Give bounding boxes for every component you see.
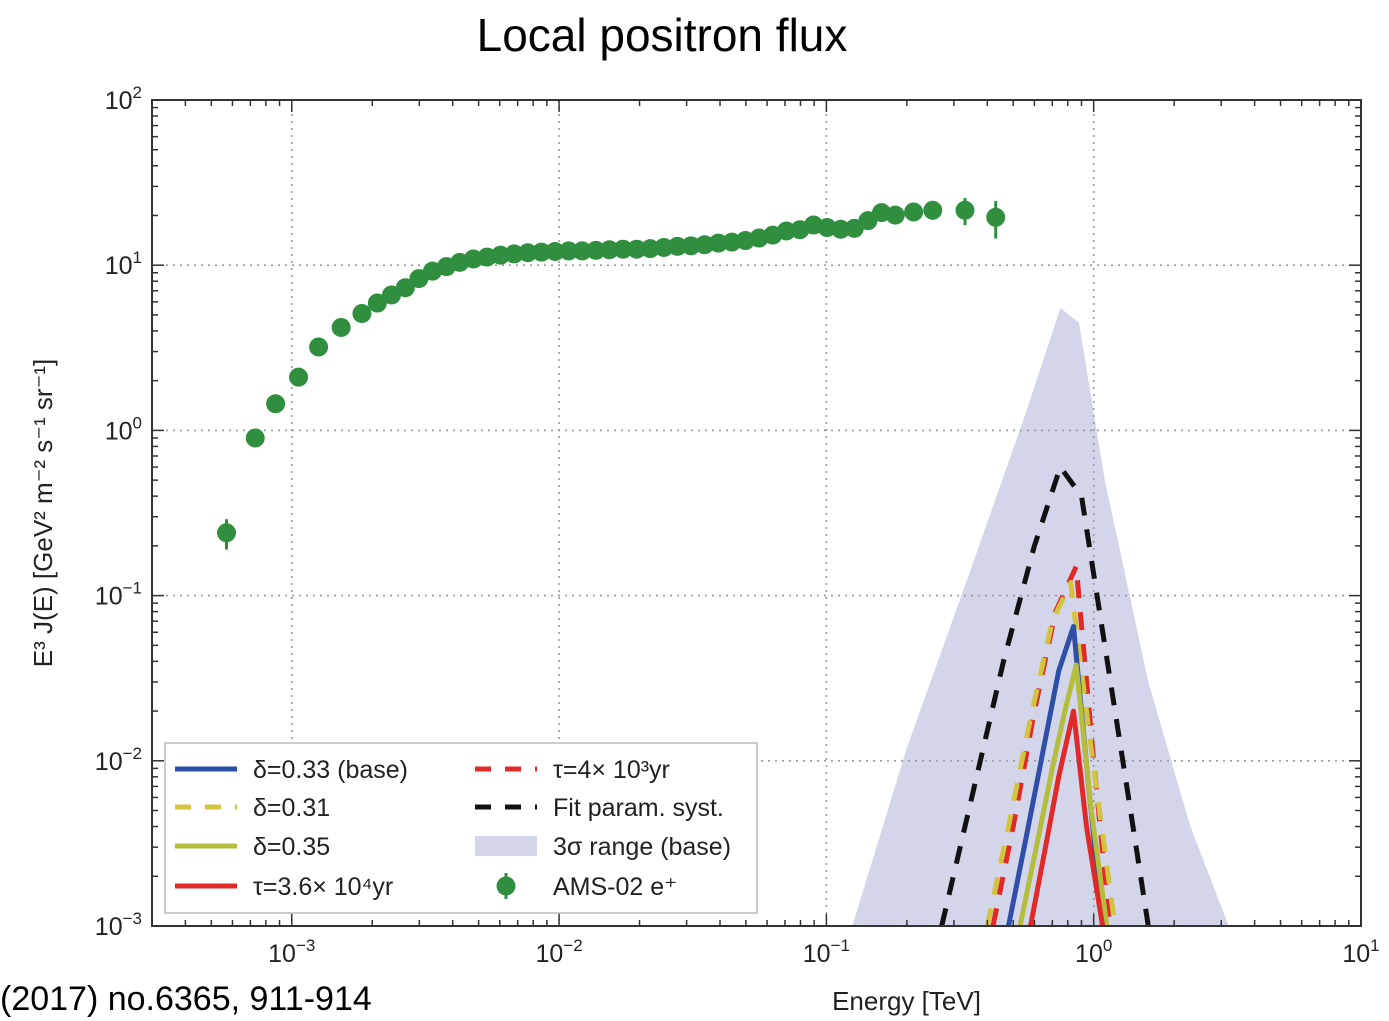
y-tick-label: 10−2 — [95, 744, 142, 776]
data-point — [955, 200, 975, 220]
x-tick-label: 101 — [1342, 936, 1379, 968]
data-point — [289, 367, 309, 387]
axis-ticks — [151, 99, 1362, 927]
x-tick-label: 10−1 — [803, 936, 850, 968]
band-3sigma-range — [852, 308, 1229, 926]
data-point — [904, 202, 924, 222]
data-point — [531, 242, 551, 262]
y-tick-label: 10−1 — [95, 579, 142, 611]
data-point — [613, 239, 633, 259]
grid-lines — [152, 100, 1361, 926]
x-tick-label: 100 — [1075, 936, 1112, 968]
legend-label-col1-1: δ=0.31 — [253, 794, 330, 822]
data-point — [667, 236, 687, 256]
data-point — [309, 337, 329, 357]
data-point — [654, 237, 674, 257]
plot-frame — [151, 99, 1362, 927]
data-point — [923, 200, 943, 220]
data-point — [599, 240, 619, 260]
data-point — [367, 293, 387, 313]
data-point — [352, 304, 372, 324]
x-tick-label: 10−2 — [535, 936, 582, 968]
data-point — [266, 394, 286, 414]
data-point — [217, 523, 237, 543]
data-point — [491, 245, 511, 265]
series-line-3 — [1028, 708, 1106, 926]
legend-swatch-col2-2 — [475, 836, 537, 856]
legend-label-col2-2: 3σ range (base) — [553, 833, 731, 861]
series-line-1 — [984, 580, 1118, 926]
data-point — [708, 233, 728, 253]
legend: δ=0.33 (base) δ=0.31 δ=0.35 τ=3.6× 10⁴yr τ=4… — [164, 742, 758, 914]
data-point — [545, 242, 565, 262]
ams02-points — [217, 198, 1006, 550]
data-point — [640, 239, 660, 259]
data-point — [586, 240, 606, 260]
data-point — [518, 243, 538, 263]
data-point — [559, 241, 579, 261]
data-point — [831, 219, 851, 239]
data-point — [681, 236, 701, 256]
page-title: Local positron flux — [476, 9, 848, 61]
x-axis-title: Energy [TeV] — [832, 986, 981, 1016]
data-point — [986, 207, 1006, 227]
citation-text: (2017) no.6365, 911-914 — [0, 980, 372, 1018]
legend-swatch-col2-3 — [496, 876, 516, 896]
legend-label-col1-2: δ=0.35 — [253, 833, 330, 861]
data-point — [885, 205, 905, 225]
y-tick-label: 10−3 — [95, 909, 142, 941]
y-tick-label: 102 — [105, 83, 142, 115]
data-point — [572, 241, 592, 261]
y-tick-label: 101 — [105, 248, 142, 280]
legend-label-col1-3: τ=3.6× 10⁴yr — [253, 873, 393, 901]
x-tick-label: 10−3 — [268, 936, 315, 968]
data-point — [331, 317, 351, 337]
data-point — [627, 239, 647, 259]
y-axis-title: E³ J(E) [GeV² m⁻² s⁻¹ sr⁻¹] — [28, 359, 58, 667]
y-tick-label: 100 — [105, 413, 142, 445]
legend-label-col2-1: Fit param. syst. — [553, 794, 724, 822]
legend-label-col2-3: AMS-02 e⁺ — [553, 873, 677, 901]
legend-label-col2-0: τ=4× 10³yr — [553, 756, 670, 784]
legend-label-col1-0: δ=0.33 (base) — [253, 756, 408, 784]
data-point — [245, 428, 265, 448]
legend-box — [164, 742, 758, 914]
data-point — [504, 244, 524, 264]
series-line-2 — [1017, 662, 1110, 926]
data-point — [395, 278, 415, 298]
